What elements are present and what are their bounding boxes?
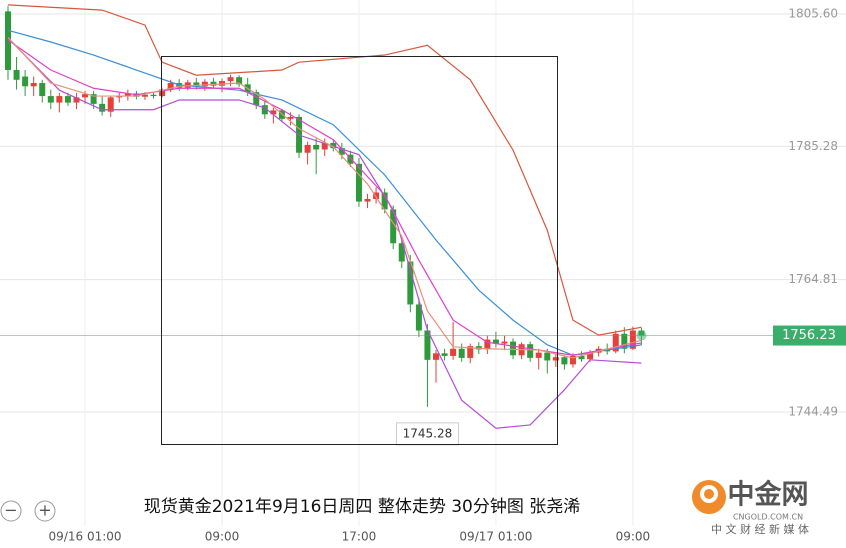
logo-icon <box>692 480 726 514</box>
candle-body <box>450 348 457 356</box>
candle-body <box>304 144 311 153</box>
y-tick-label: 1764.81 <box>788 272 838 286</box>
candle-body <box>99 103 106 112</box>
candle-body <box>227 77 234 82</box>
candle-body <box>321 142 328 150</box>
logo-domain: CNGOLD.COM.CN <box>733 513 803 522</box>
candle-body <box>219 81 225 86</box>
candle-body <box>415 304 422 331</box>
candle-body <box>167 83 174 90</box>
candle-body <box>501 341 508 344</box>
candle-body <box>236 77 243 85</box>
candle-body <box>193 82 200 87</box>
candle-body <box>569 355 576 365</box>
candle-body <box>587 352 594 360</box>
candle-body <box>201 81 208 87</box>
candle-body <box>184 82 191 88</box>
indicator-line <box>7 4 642 336</box>
candle-body <box>150 94 157 97</box>
x-tick-label: 09:00 <box>616 530 651 544</box>
candle-body <box>210 81 217 86</box>
candle-body <box>578 355 585 360</box>
candle-body <box>261 105 268 115</box>
last-price-label: 1756.23 <box>782 328 836 343</box>
highlight-box <box>161 56 558 445</box>
x-tick-label: 09:00 <box>205 530 240 544</box>
y-tick-label: 1785.28 <box>788 139 838 153</box>
candle-body <box>330 142 337 149</box>
logo-name: 中金网 <box>728 479 809 511</box>
zoom-out-button[interactable] <box>0 500 22 522</box>
candle-body <box>441 353 448 356</box>
y-tick-label: 1744.49 <box>788 405 838 419</box>
y-tick-label: 1805.60 <box>788 7 838 21</box>
x-tick-label: 09/16 01:00 <box>49 530 122 544</box>
logo-slogan: 中 文 财 经 新 媒 体 <box>711 522 809 536</box>
candle-body <box>253 92 260 106</box>
candle-body <box>287 116 294 119</box>
candle-body <box>30 83 37 87</box>
low-label: 1745.28 <box>403 426 453 440</box>
candle-body <box>561 357 568 365</box>
chart-title: 现货黄金2021年9月16日周四 整体走势 30分钟图 张尧浠 <box>144 497 581 517</box>
zoom-out-label[interactable]: − <box>4 501 17 520</box>
candle-body <box>82 94 89 98</box>
zoom-in-button[interactable] <box>34 500 56 522</box>
candle-body <box>73 97 80 103</box>
candle-body <box>355 163 362 202</box>
candle-body <box>56 96 63 103</box>
candle-body <box>13 70 20 80</box>
candle-body <box>116 96 123 98</box>
indicator-line <box>7 37 642 359</box>
candle-body <box>612 333 619 352</box>
last-price-tag <box>773 325 846 346</box>
candle-body <box>270 110 277 115</box>
candle-body <box>629 330 636 349</box>
candle-body <box>398 243 405 262</box>
x-tick-label: 09/17 01:00 <box>459 530 532 544</box>
candle-body <box>467 346 474 358</box>
x-tick-label: 17:00 <box>342 530 377 544</box>
indicator-line <box>7 29 642 356</box>
logo-icon-mark <box>700 485 718 503</box>
candle-body <box>458 348 465 358</box>
candle-body <box>313 144 320 150</box>
candle-body <box>390 209 397 244</box>
candle-body <box>364 198 371 202</box>
candle-body <box>381 192 388 210</box>
candle-body <box>510 341 517 356</box>
candle-body <box>39 83 46 97</box>
candle-body <box>492 339 499 344</box>
candle-body <box>527 344 534 358</box>
candle-body <box>433 353 439 360</box>
candle-body <box>544 352 551 361</box>
last-price-dot <box>636 330 647 341</box>
candle-body <box>484 339 491 350</box>
y-axis: 1805.60 1785.28 1764.81 1744.49 1756.23 <box>773 7 846 419</box>
candle-body <box>347 154 354 164</box>
zoom-in-label[interactable]: + <box>38 501 51 520</box>
x-axis: 09/16 01:00 09:00 17:00 09/17 01:00 09:00 <box>49 530 651 544</box>
candle-body <box>338 148 345 155</box>
candle-body <box>424 330 431 360</box>
indicator-line <box>7 39 642 356</box>
candle-body <box>47 96 54 103</box>
candle-body <box>621 333 628 349</box>
candle-body <box>373 192 380 199</box>
candle-body <box>159 89 166 97</box>
candle-body <box>64 96 71 103</box>
candle-body <box>90 94 97 104</box>
candle-body <box>107 97 114 112</box>
indicator-line <box>7 37 642 429</box>
x-axis-band <box>0 527 846 548</box>
candle-body <box>407 261 414 305</box>
candle-body <box>22 76 29 87</box>
candle-body <box>124 93 131 97</box>
candle-body <box>535 352 542 358</box>
candle-body <box>141 94 148 97</box>
candle-body <box>552 357 559 361</box>
